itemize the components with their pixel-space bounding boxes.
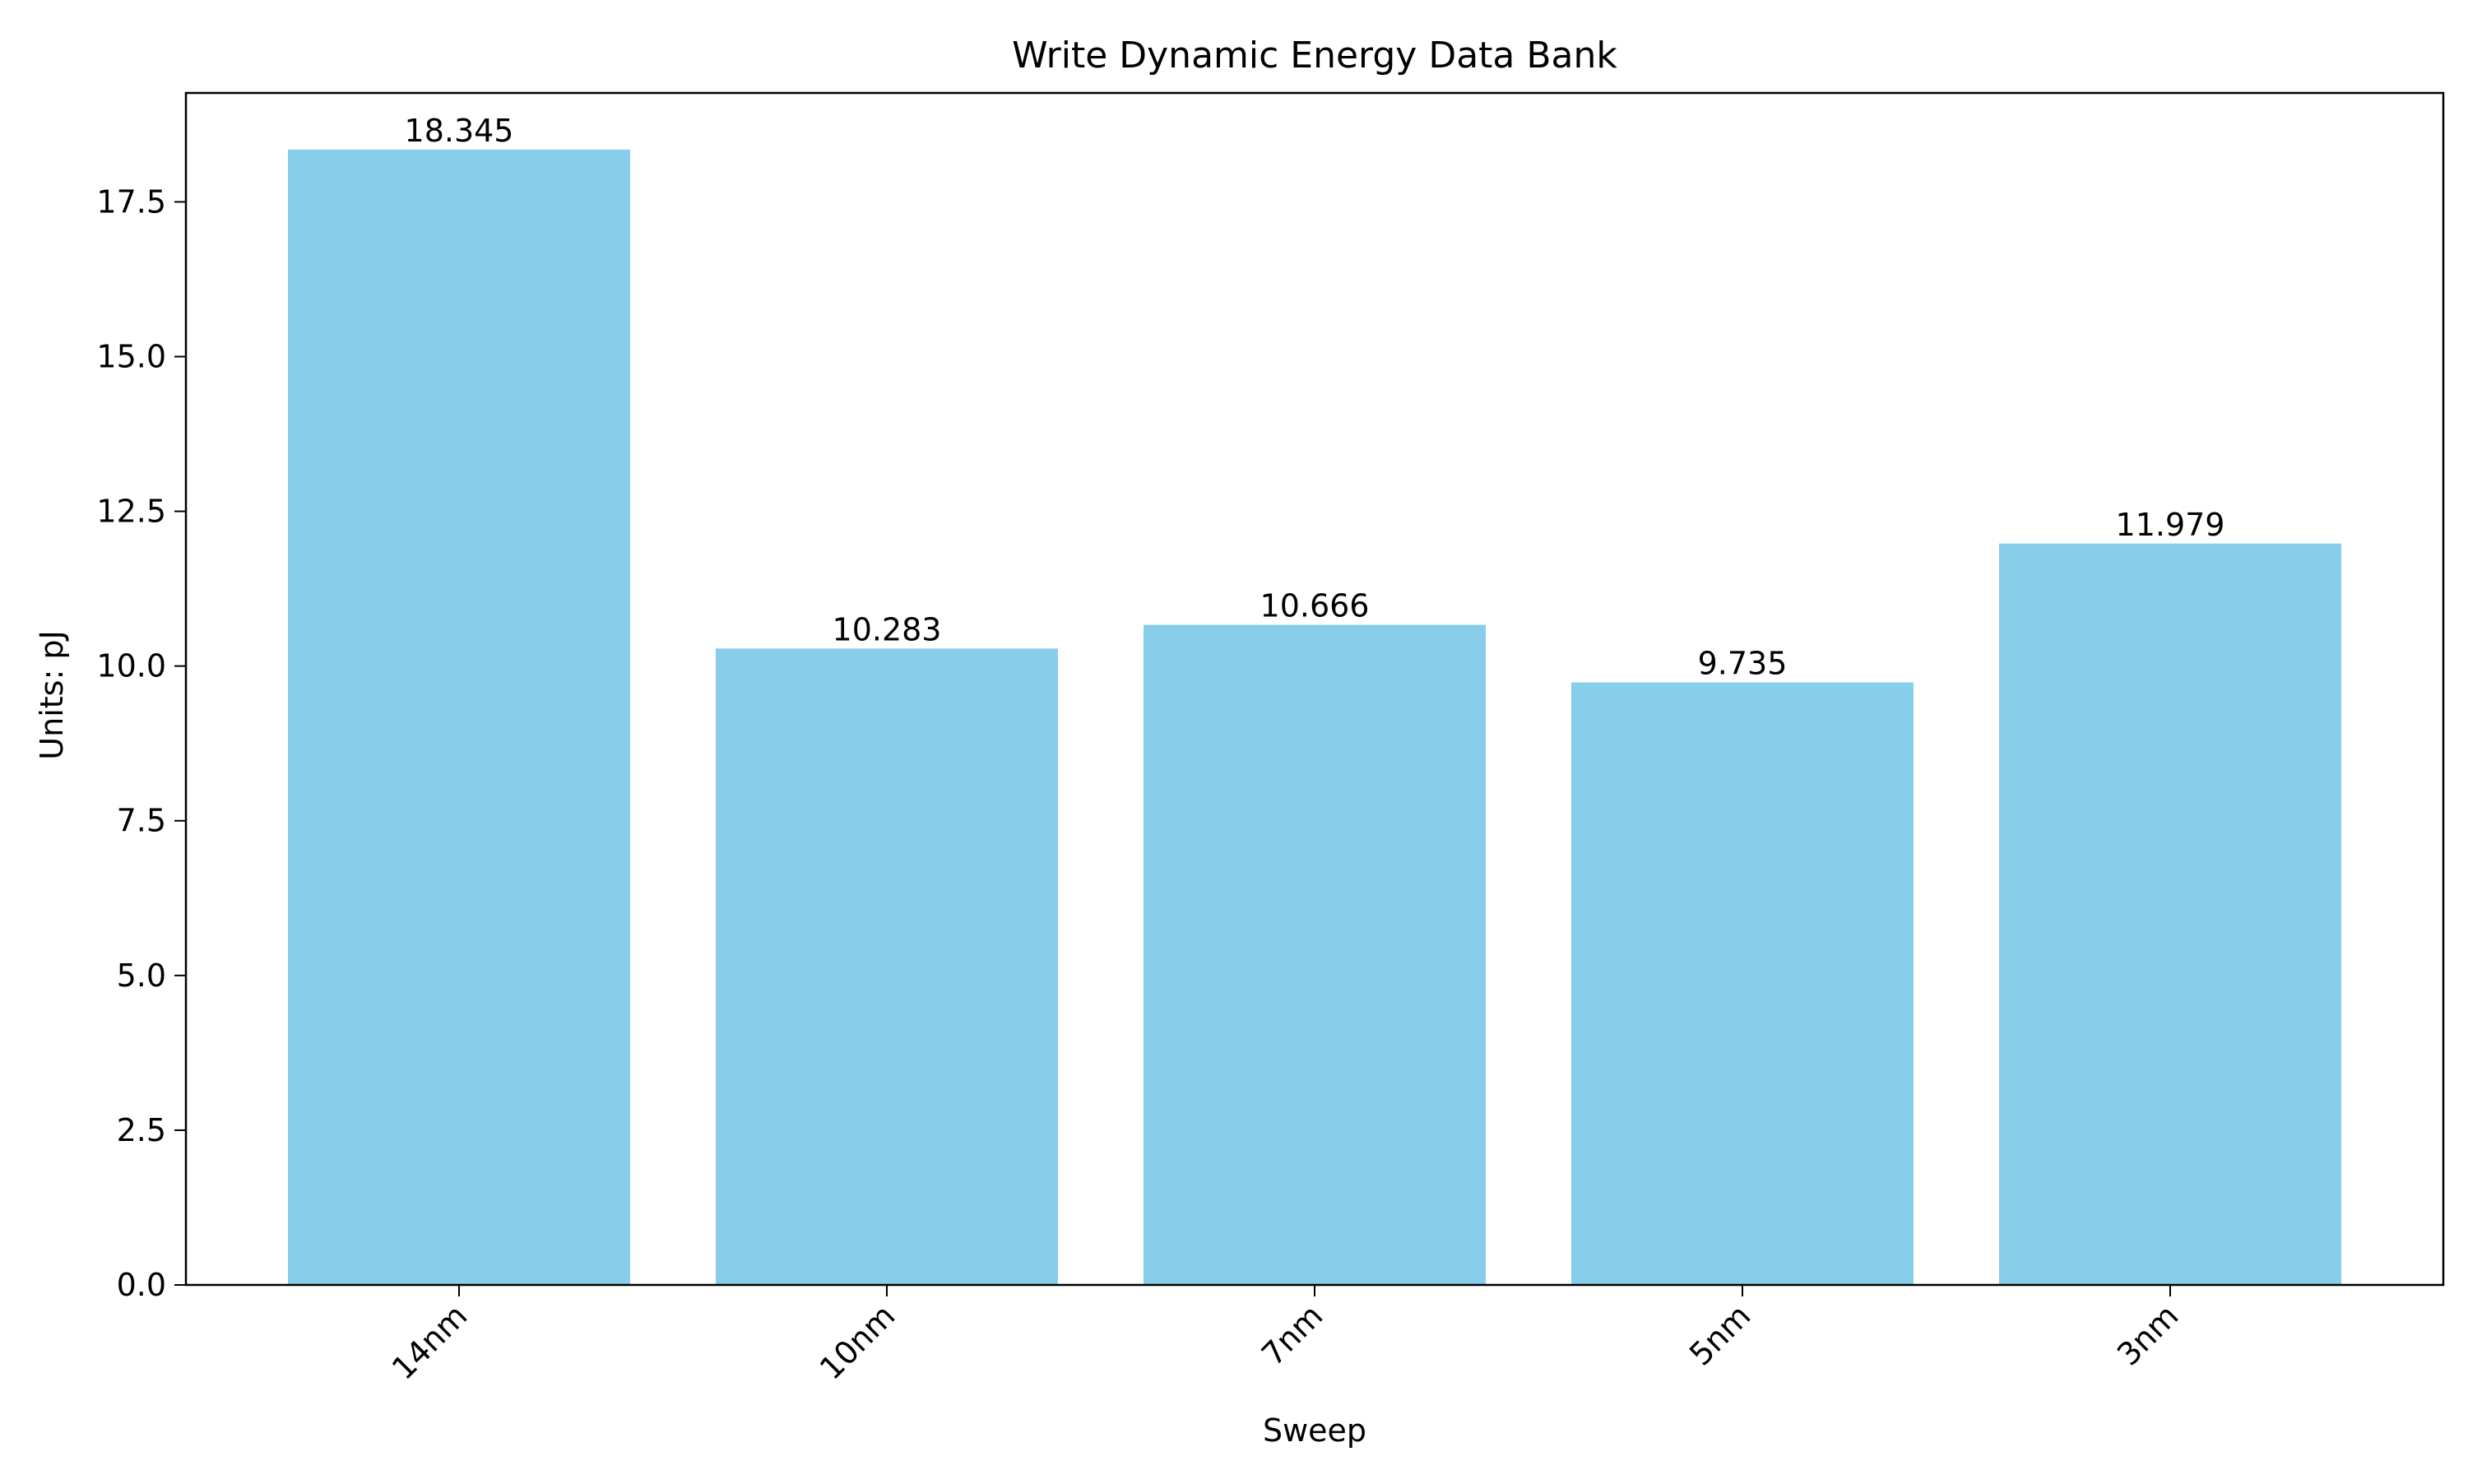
x-axis-label: Sweep (1263, 1412, 1366, 1449)
y-tick-label: 12.5 (96, 494, 166, 530)
bar-7nm (1144, 624, 1486, 1285)
bar-14nm (288, 149, 630, 1286)
y-axis: 0.0 2.5 5.0 7.5 10.0 12.5 15.0 17.5 (96, 183, 186, 1303)
y-tick-label: 7.5 (117, 803, 166, 839)
bar-value-label: 10.283 (833, 611, 942, 647)
bar-value-label: 9.735 (1698, 646, 1788, 682)
y-axis-label: Units: pJ (34, 630, 70, 759)
y-tick-label: 5.0 (117, 958, 166, 994)
bar-value-label: 10.666 (1260, 588, 1370, 624)
bar-labels-group: 18.345 10.283 10.666 9.735 11.979 (405, 113, 2225, 682)
bar-value-label: 11.979 (2116, 507, 2225, 543)
bar-value-label: 18.345 (405, 113, 514, 149)
plot-frame (184, 91, 2445, 1287)
y-tick-label: 15.0 (96, 338, 166, 374)
y-tick-label: 0.0 (117, 1267, 166, 1303)
y-tick-label: 17.5 (96, 183, 166, 220)
bar-5nm (1571, 682, 1914, 1285)
bar-3nm (1999, 543, 2341, 1285)
chart-title: Write Dynamic Energy Data Bank (1012, 35, 1617, 77)
y-tick-label: 10.0 (96, 648, 166, 684)
bars-group (288, 149, 2341, 1286)
bar-10nm (716, 648, 1058, 1285)
y-tick-label: 2.5 (117, 1112, 166, 1148)
